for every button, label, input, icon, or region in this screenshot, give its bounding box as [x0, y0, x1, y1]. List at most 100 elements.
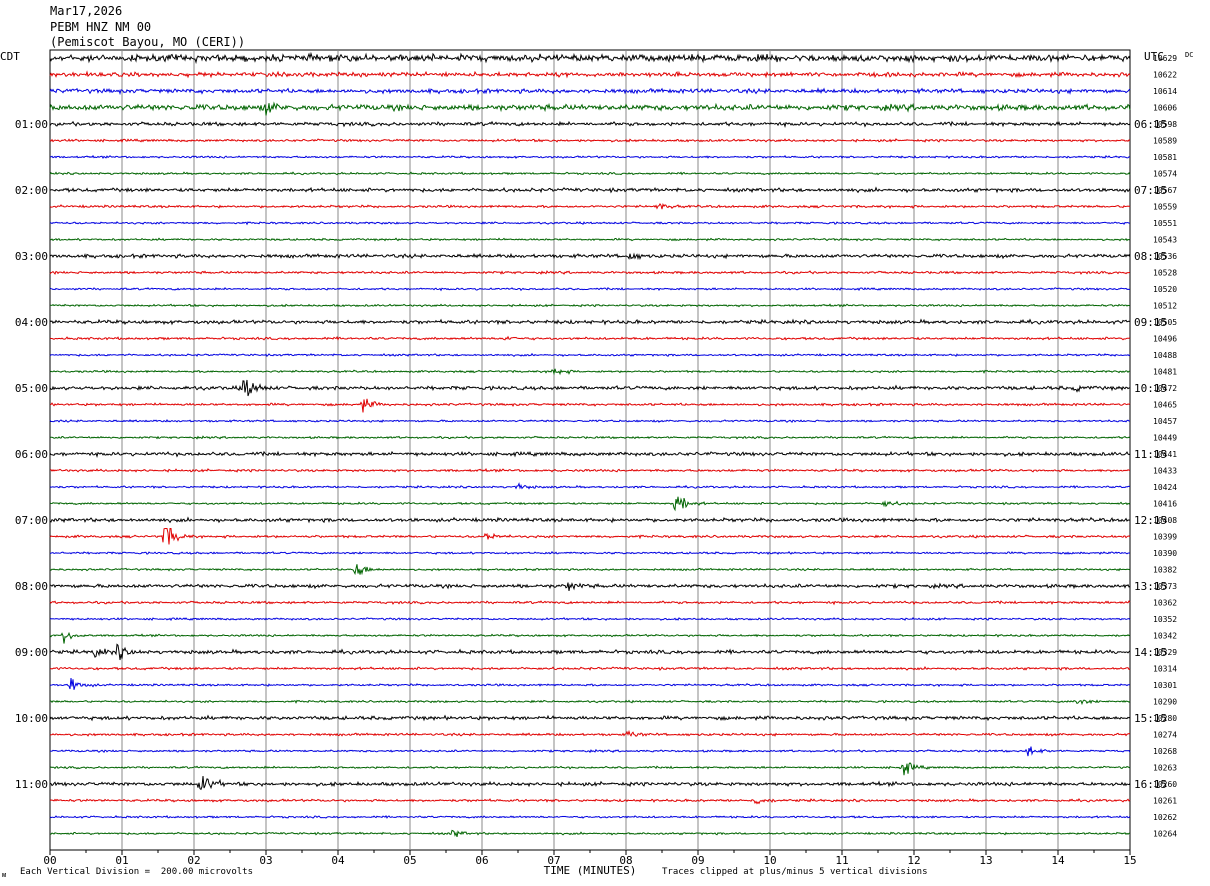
dc-offset-label: 10301 [1153, 681, 1177, 690]
dc-offset-label: 10589 [1153, 137, 1177, 146]
utc-hour-label: 11:15 [1134, 448, 1167, 461]
dc-offset-label: 10457 [1153, 417, 1177, 426]
left-timezone-label: CDT [0, 50, 20, 63]
x-tick-label: 11 [835, 854, 848, 867]
seismic-trace [49, 450, 1131, 459]
dc-offset-label: 10496 [1153, 335, 1177, 344]
corner-mark: ᴍ [2, 871, 7, 879]
dc-offset-label: 10598 [1153, 120, 1177, 129]
utc-hour-label: 16:15 [1134, 778, 1167, 791]
dc-offset-label: 10622 [1153, 71, 1177, 80]
cdt-hour-label: 07:00 [15, 514, 48, 527]
x-tick-label: 07 [547, 854, 560, 867]
utc-hour-label: 12:15 [1134, 514, 1167, 527]
dc-offset-label: 10567 [1153, 186, 1177, 195]
dc-offset-label: 10261 [1153, 797, 1177, 806]
cdt-hour-label: 02:00 [15, 184, 48, 197]
dc-offset-label: 10481 [1153, 368, 1177, 377]
dc-offset-label: 10290 [1153, 698, 1177, 707]
seismic-trace [49, 154, 1131, 160]
seismic-trace [49, 318, 1131, 326]
dc-offset-label: 10488 [1153, 351, 1177, 360]
seismic-trace [49, 270, 1130, 275]
station-label: PEBM HNZ NM 00 [50, 20, 152, 34]
dc-offset-label: 10505 [1153, 318, 1177, 327]
seismic-trace [49, 287, 1130, 292]
dc-offset-label: 10614 [1153, 87, 1177, 96]
seismic-trace [49, 550, 1130, 556]
seismic-trace [49, 631, 1131, 644]
dc-offset-label: 10465 [1153, 401, 1177, 410]
cdt-hour-label: 11:00 [15, 778, 48, 791]
dc-offset-label: 10551 [1153, 219, 1177, 228]
seismic-trace [49, 699, 1131, 706]
dc-offset-label: 10559 [1153, 203, 1177, 212]
utc-hour-label: 14:15 [1134, 646, 1167, 659]
utc-hour-label: 13:15 [1134, 580, 1167, 593]
x-tick-label: 15 [1123, 854, 1136, 867]
x-tick-label: 01 [115, 854, 128, 867]
seismic-trace [49, 468, 1131, 473]
seismic-trace [49, 221, 1131, 226]
scale-note: Each Vertical Division = 200.00 microvol… [20, 867, 253, 877]
utc-hour-label: 10:15 [1134, 382, 1167, 395]
seismic-trace [49, 762, 1131, 776]
x-tick-label: 14 [1051, 854, 1065, 867]
cdt-hour-label: 10:00 [15, 712, 48, 725]
seismic-trace [49, 252, 1131, 261]
seismic-trace [49, 379, 1131, 397]
x-axis-label: TIME (MINUTES) [544, 864, 637, 877]
dc-offset-label: 10260 [1153, 780, 1177, 789]
seismic-trace [49, 482, 1131, 490]
seismic-trace [49, 582, 1131, 591]
seismic-trace [50, 829, 1131, 838]
seismic-trace [49, 138, 1131, 143]
dc-offset-label: 10416 [1153, 500, 1177, 509]
seismic-trace [49, 70, 1131, 79]
dc-offset-label: 10424 [1153, 483, 1177, 492]
seismic-trace [49, 814, 1131, 819]
seismic-trace [49, 419, 1131, 424]
seismic-trace [49, 775, 1131, 791]
location-label: (Pemiscot Bayou, MO (CERI)) [50, 35, 246, 49]
seismic-trace [49, 368, 1130, 376]
x-tick-label: 10 [763, 854, 776, 867]
dc-offset-label: 10408 [1153, 516, 1177, 525]
seismic-trace [49, 171, 1131, 176]
x-tick-label: 05 [403, 854, 416, 867]
x-tick-label: 03 [259, 854, 272, 867]
utc-hour-label: 15:15 [1134, 712, 1167, 725]
seismic-trace [49, 528, 1131, 545]
cdt-hour-label: 06:00 [15, 448, 48, 461]
plot-frame [49, 49, 1131, 851]
utc-hour-label: 06:15 [1134, 118, 1167, 131]
dc-offset-label: 10520 [1153, 285, 1177, 294]
seismic-trace [49, 120, 1131, 129]
seismic-trace [49, 798, 1131, 805]
dc-offset-label: 10352 [1153, 615, 1177, 624]
dc-label: DC [1185, 51, 1193, 59]
x-tick-label: 02 [187, 854, 200, 867]
right-timezone-label: UTC [1144, 50, 1164, 63]
seismic-trace [49, 237, 1131, 242]
cdt-hour-label: 05:00 [15, 382, 48, 395]
dc-offset-label: 10268 [1153, 747, 1177, 756]
seismic-trace [50, 746, 1131, 757]
dc-offset-label: 10433 [1153, 467, 1177, 476]
seismic-trace [49, 398, 1131, 413]
dc-offset-label: 10606 [1153, 104, 1177, 113]
seismic-trace [49, 677, 1131, 690]
dc-offset-label: 10472 [1153, 384, 1177, 393]
cdt-hour-label: 09:00 [15, 646, 48, 659]
dc-offset-label: 10629 [1153, 54, 1177, 63]
dc-offset-label: 10441 [1153, 450, 1177, 459]
x-tick-label: 12 [907, 854, 920, 867]
cdt-hour-label: 08:00 [15, 580, 48, 593]
seismic-trace [49, 303, 1131, 308]
dc-offset-label: 10449 [1153, 434, 1177, 443]
dc-offset-label: 10342 [1153, 632, 1177, 641]
seismic-trace [49, 435, 1131, 440]
dc-offset-label: 10581 [1153, 153, 1177, 162]
x-tick-label: 00 [43, 854, 56, 867]
seismic-trace [49, 617, 1131, 622]
